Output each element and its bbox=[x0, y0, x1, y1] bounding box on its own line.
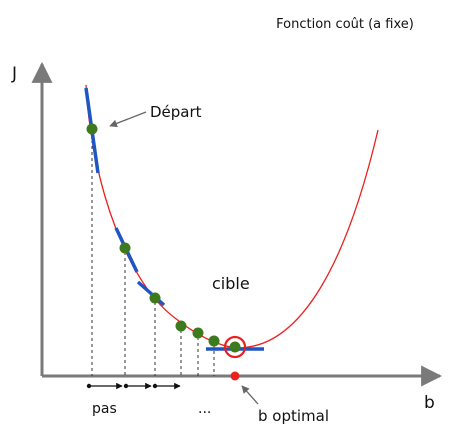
target-label: cible bbox=[212, 274, 250, 293]
step-dot bbox=[152, 383, 158, 389]
descent-point bbox=[86, 123, 98, 135]
start-label: Départ bbox=[150, 103, 202, 121]
descent-point bbox=[208, 335, 220, 347]
x-axis-label: b bbox=[424, 393, 435, 413]
descent-point bbox=[192, 327, 204, 339]
descent-point bbox=[175, 320, 187, 332]
step-origin-dot bbox=[86, 383, 92, 389]
drop-lines bbox=[91, 134, 215, 376]
optimum-point bbox=[229, 341, 241, 353]
optimum-label: b optimal bbox=[258, 407, 329, 425]
step-label: pas bbox=[92, 401, 117, 417]
target-ring bbox=[223, 335, 247, 359]
y-axis-label: J bbox=[11, 64, 17, 84]
chart-title: Fonction coût (a fixe) bbox=[276, 17, 414, 32]
step-ellipsis: ... bbox=[198, 401, 211, 417]
start-callout-arrow bbox=[109, 111, 147, 128]
descent-points bbox=[86, 123, 241, 353]
step-dot bbox=[123, 383, 129, 389]
descent-point bbox=[149, 292, 161, 304]
step-arrows bbox=[86, 382, 181, 390]
cost-curve bbox=[85, 84, 379, 349]
descent-point bbox=[119, 242, 131, 254]
tangent-line bbox=[136, 280, 166, 307]
optimum-callout-arrow bbox=[241, 385, 259, 405]
optimum-axis-dot bbox=[230, 371, 240, 381]
